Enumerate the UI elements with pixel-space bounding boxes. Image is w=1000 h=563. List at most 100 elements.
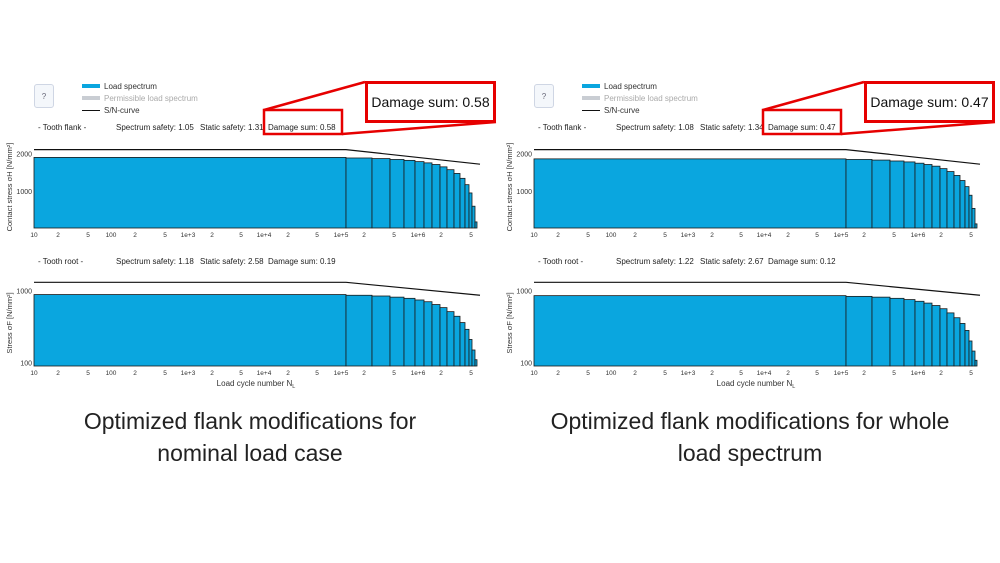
- spectrum-bar: [845, 159, 873, 229]
- spectrum-bar: [889, 297, 905, 367]
- spectrum-bar: [889, 160, 905, 229]
- spectrum-bar: [931, 165, 941, 229]
- x-tick-label: 5: [392, 232, 396, 239]
- legend-item-sn-curve[interactable]: S/N-curve: [582, 104, 698, 116]
- x-axis-label: Load cycle number NL: [217, 379, 296, 390]
- x-tick-label: 2: [633, 232, 637, 239]
- x-tick-label: 1e+5: [834, 370, 849, 377]
- spectrum-bar: [403, 297, 416, 367]
- chart-left: - Tooth flank - Spectrum safety: 1.05 Stat…: [5, 123, 481, 390]
- legend-swatch-sn-curve: [582, 109, 600, 111]
- y-tick-label: 1000: [516, 289, 532, 296]
- damage-sum-label: Damage sum: 0.58: [268, 123, 336, 132]
- x-tick-label: 5: [663, 370, 667, 377]
- spectrum-bar: [439, 166, 448, 229]
- spectrum-bar: [914, 162, 925, 229]
- spectrum-bar: [33, 294, 347, 367]
- spectrum-bar: [914, 300, 925, 367]
- spectrum-bar: [931, 305, 941, 367]
- spectrum-safety-label: Spectrum safety: 1.22: [616, 257, 694, 266]
- x-tick-label: 5: [739, 370, 743, 377]
- chart-right: - Tooth flank - Spectrum safety: 1.08 Stat…: [505, 123, 981, 390]
- x-tick-label: 1e+4: [757, 232, 772, 239]
- spectrum-bar: [459, 177, 466, 229]
- spectrum-bar: [871, 159, 891, 229]
- spectrum-bar: [423, 301, 433, 367]
- x-tick-label: 5: [163, 232, 167, 239]
- legend-swatch-sn-curve: [82, 109, 100, 111]
- static-safety-label: Static safety: 1.34: [700, 123, 764, 132]
- x-tick-label: 2: [286, 232, 290, 239]
- help-button[interactable]: ?: [534, 84, 554, 108]
- spectrum-bar: [345, 294, 373, 367]
- sn-curve-line: [34, 149, 481, 165]
- spectrum-bar: [453, 173, 461, 229]
- spectrum-bar: [371, 158, 391, 229]
- legend-item-permissible[interactable]: Permissible load spectrum: [582, 92, 698, 104]
- legend-item-permissible[interactable]: Permissible load spectrum: [82, 92, 198, 104]
- x-tick-label: 2: [556, 370, 560, 377]
- legend-swatch-permissible: [582, 96, 600, 100]
- spectrum-bar: [968, 194, 973, 229]
- spectrum-bar: [431, 304, 441, 367]
- spectrum-bar: [403, 159, 416, 229]
- x-tick-label: 2: [362, 232, 366, 239]
- spectrum-bar: [946, 312, 955, 367]
- damage-sum-label: Damage sum: 0.19: [268, 257, 336, 266]
- x-tick-label: 5: [86, 232, 90, 239]
- x-tick-label: 100: [606, 370, 617, 377]
- x-tick-label: 5: [469, 370, 473, 377]
- legend-item-load-spectrum[interactable]: Load spectrum: [582, 80, 698, 92]
- x-tick-label: 1e+5: [334, 370, 349, 377]
- spectrum-bar: [453, 315, 461, 367]
- y-tick-label: 100: [520, 361, 532, 368]
- x-tick-label: 2: [710, 370, 714, 377]
- x-tick-label: 5: [239, 370, 243, 377]
- chart-legend: Load spectrum Permissible load spectrum …: [582, 80, 698, 116]
- x-tick-label: 2: [133, 370, 137, 377]
- chart-legend: Load spectrum Permissible load spectrum …: [82, 80, 198, 116]
- spectrum-bar: [474, 221, 478, 229]
- x-tick-label: 5: [315, 370, 319, 377]
- spectrum-safety-label: Spectrum safety: 1.05: [116, 123, 194, 132]
- x-tick-label: 1e+6: [411, 370, 426, 377]
- spectrum-bar: [533, 158, 847, 229]
- spectrum-bar: [968, 340, 973, 367]
- x-tick-label: 10: [530, 370, 538, 377]
- spectrum-bar: [871, 296, 891, 367]
- x-tick-label: 5: [586, 370, 590, 377]
- x-tick-label: 1e+3: [681, 232, 696, 239]
- legend-swatch-permissible: [82, 96, 100, 100]
- x-tick-label: 1e+4: [757, 370, 772, 377]
- x-tick-label: 2: [862, 370, 866, 377]
- spectrum-bar: [974, 359, 978, 367]
- y-tick-label: 1000: [516, 189, 532, 196]
- spectrum-bar: [959, 323, 966, 367]
- x-tick-label: 1e+3: [681, 370, 696, 377]
- x-tick-label: 2: [786, 370, 790, 377]
- x-axis-label-subscript: L: [792, 384, 795, 390]
- x-tick-label: 2: [439, 232, 443, 239]
- help-button[interactable]: ?: [34, 84, 54, 108]
- legend-item-load-spectrum[interactable]: Load spectrum: [82, 80, 198, 92]
- spectrum-bar: [974, 223, 978, 229]
- legend-label: Permissible load spectrum: [604, 93, 698, 103]
- x-tick-label: 2: [633, 370, 637, 377]
- section-label: - Tooth flank -: [538, 123, 587, 132]
- spectrum-bar: [923, 164, 933, 229]
- legend-label: Load spectrum: [604, 81, 657, 91]
- right-panel: ? Load spectrum Permissible load spectru…: [500, 0, 1000, 563]
- spectrum-bar: [939, 308, 948, 367]
- spectrum-bar: [414, 299, 425, 367]
- x-tick-label: 2: [786, 232, 790, 239]
- legend-item-sn-curve[interactable]: S/N-curve: [82, 104, 198, 116]
- x-tick-label: 2: [939, 232, 943, 239]
- x-tick-label: 2: [56, 370, 60, 377]
- caption-line: load spectrum: [677, 440, 823, 466]
- x-tick-label: 10: [30, 232, 38, 239]
- sn-curve-line: [534, 149, 981, 165]
- spectrum-bar: [474, 359, 478, 367]
- x-tick-label: 5: [969, 370, 973, 377]
- x-tick-label: 10: [530, 232, 538, 239]
- x-tick-label: 5: [815, 232, 819, 239]
